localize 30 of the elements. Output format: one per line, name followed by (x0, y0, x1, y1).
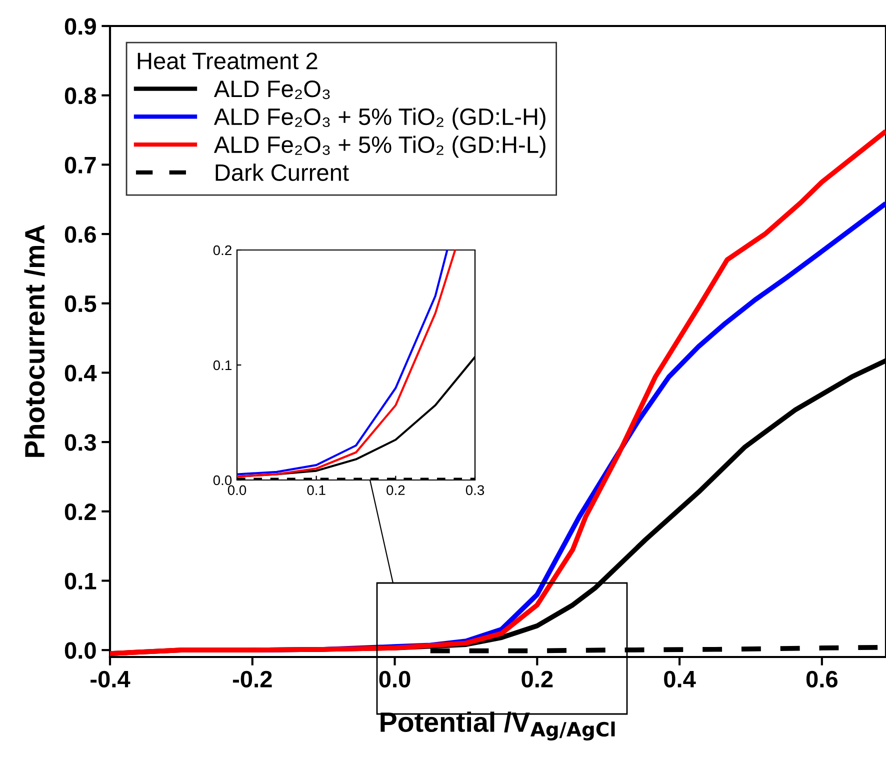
x-tick-label: 0.0 (379, 670, 410, 688)
y-tick-label: 0.1 (213, 360, 232, 370)
y-tick-label: 0.0 (213, 475, 232, 486)
x-tick-label: -0.4 (90, 670, 130, 688)
y-tick-label: 0.2 (213, 245, 232, 256)
x-tick-label: 0.3 (466, 485, 484, 496)
y-tick-label: 0.3 (64, 434, 96, 451)
y-axis-title: Photocurrent /mA (24, 224, 45, 457)
legend-title: Heat Treatment 2 (138, 52, 318, 70)
x-tick-label: 0.0 (228, 485, 246, 496)
legend-label: Dark Current (216, 164, 349, 181)
y-tick-label: 0.5 (64, 295, 96, 312)
x-tick-label: 0.6 (806, 670, 838, 688)
x-tick-label: 0.1 (307, 485, 326, 496)
y-tick-label: 0.0 (64, 642, 96, 659)
x-tick-label: -0.2 (232, 670, 272, 688)
y-tick-label: 0.7 (64, 156, 96, 174)
y-tick-label: 0.8 (64, 87, 96, 104)
x-tick-label: 0.2 (386, 485, 405, 496)
x-tick-label: 0.2 (522, 670, 553, 688)
y-tick-label: 0.1 (64, 572, 96, 590)
legend-label: ALD Fe₂O₃ + 5% TiO₂ (GD:L-H) (214, 108, 546, 130)
x-tick-label: 0.4 (664, 670, 696, 688)
line-series (110, 130, 886, 656)
y-tick-label: 0.6 (64, 226, 96, 243)
y-tick-label: 0.2 (64, 503, 96, 520)
legend-label: ALD Fe₂O₃ (214, 80, 330, 100)
legend-label: ALD Fe₂O₃ + 5% TiO₂ (GD:H-L) (214, 136, 546, 158)
y-tick-label: 0.9 (64, 18, 96, 35)
y-tick-label: 0.4 (64, 364, 97, 382)
